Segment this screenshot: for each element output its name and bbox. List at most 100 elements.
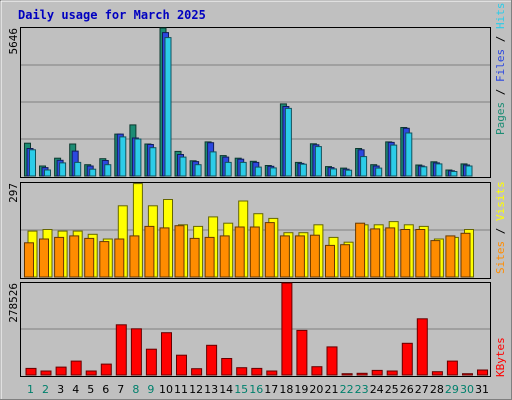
bar-kbytes-day-6 bbox=[100, 363, 112, 376]
bar-hits-day-16 bbox=[254, 166, 262, 177]
bar-hits-day-26 bbox=[405, 132, 413, 177]
x-tick-26: 26 bbox=[400, 383, 414, 396]
bar-hits-day-9 bbox=[149, 147, 157, 177]
x-tick-7: 7 bbox=[117, 383, 124, 396]
bar-kbytes-day-17 bbox=[266, 370, 278, 376]
bar-sites-day-18 bbox=[279, 235, 290, 278]
bar-hits-day-3 bbox=[59, 162, 67, 177]
bar-sites-day-20 bbox=[309, 234, 320, 278]
bar-sites-day-30 bbox=[460, 232, 471, 278]
bar-sites-day-14 bbox=[219, 235, 230, 278]
bar-sites-day-27 bbox=[415, 229, 426, 278]
bar-hits-day-1 bbox=[29, 149, 36, 177]
bar-sites-day-16 bbox=[249, 226, 260, 278]
legend-files: Files bbox=[494, 49, 507, 82]
bar-hits-day-8 bbox=[134, 138, 142, 177]
bar-hits-day-15 bbox=[239, 161, 247, 177]
bar-hits-day-20 bbox=[314, 146, 322, 177]
bar-kbytes-day-15 bbox=[236, 367, 248, 376]
bar-kbytes-day-16 bbox=[251, 367, 263, 376]
legend-visits-panel: Sites / Visits bbox=[494, 181, 507, 274]
x-tick-5: 5 bbox=[87, 383, 94, 396]
x-tick-19: 19 bbox=[294, 383, 308, 396]
bar-kbytes-day-8 bbox=[130, 328, 142, 376]
bar-sites-day-23 bbox=[355, 222, 366, 278]
bar-hits-day-12 bbox=[194, 164, 202, 177]
x-tick-13: 13 bbox=[204, 383, 218, 396]
x-tick-17: 17 bbox=[264, 383, 278, 396]
bar-sites-day-4 bbox=[69, 235, 80, 278]
x-tick-10: 10 bbox=[159, 383, 173, 396]
legend-kbytes: KBytes bbox=[494, 337, 507, 377]
bar-kbytes-day-20 bbox=[311, 366, 323, 376]
x-tick-30: 30 bbox=[460, 383, 474, 396]
bar-hits-day-23 bbox=[360, 156, 368, 177]
bar-sites-day-26 bbox=[400, 229, 411, 278]
bar-kbytes-day-13 bbox=[206, 344, 218, 376]
bar-kbytes-day-12 bbox=[191, 368, 203, 376]
bar-sites-day-5 bbox=[84, 237, 95, 278]
bar-sites-day-11 bbox=[174, 225, 185, 278]
bar-kbytes-day-18 bbox=[281, 282, 293, 376]
bar-sites-day-6 bbox=[99, 241, 110, 278]
bar-kbytes-day-23 bbox=[356, 372, 368, 376]
x-tick-11: 11 bbox=[174, 383, 188, 396]
bar-sites-day-29 bbox=[445, 235, 456, 278]
bar-kbytes-day-5 bbox=[85, 370, 97, 376]
bar-sites-day-7 bbox=[114, 238, 125, 278]
bar-hits-day-24 bbox=[375, 167, 383, 177]
bar-kbytes-day-11 bbox=[176, 354, 187, 376]
ymax-label-visits: 297 bbox=[7, 183, 20, 203]
bar-sites-day-21 bbox=[325, 244, 335, 278]
x-tick-29: 29 bbox=[445, 383, 459, 396]
legend-sites: Sites bbox=[494, 241, 507, 274]
bar-sites-day-24 bbox=[370, 228, 381, 278]
bar-kbytes-day-2 bbox=[40, 370, 52, 376]
x-tick-18: 18 bbox=[279, 383, 293, 396]
x-tick-8: 8 bbox=[132, 383, 139, 396]
bar-hits-day-18 bbox=[284, 107, 292, 177]
bar-kbytes-day-31 bbox=[477, 369, 488, 376]
legend-kbytes-panel: KBytes bbox=[494, 337, 507, 377]
bar-sites-day-3 bbox=[54, 236, 65, 278]
bar-kbytes-day-26 bbox=[401, 342, 413, 376]
legend-pages: Pages bbox=[494, 102, 507, 135]
x-tick-27: 27 bbox=[415, 383, 429, 396]
x-tick-21: 21 bbox=[325, 383, 339, 396]
bar-kbytes-day-14 bbox=[221, 358, 233, 376]
x-tick-6: 6 bbox=[102, 383, 109, 396]
bar-hits-day-28 bbox=[435, 163, 443, 177]
x-tick-15: 15 bbox=[234, 383, 248, 396]
bar-hits-day-19 bbox=[299, 163, 307, 177]
bar-kbytes-day-21 bbox=[326, 346, 338, 376]
bar-kbytes-day-9 bbox=[145, 348, 157, 376]
bar-hits-day-29 bbox=[450, 171, 458, 177]
legend-sep-1: / bbox=[494, 89, 507, 96]
x-tick-12: 12 bbox=[189, 383, 203, 396]
legend-hits-panel: Pages / Files / Hits bbox=[494, 3, 507, 136]
x-tick-labels: 1 2 3 4 5 6 7 8 9 10 11 12 13 14 15 16 17 18 19 20 21 22 23 24 2… bbox=[27, 383, 489, 396]
bar-sites-day-10 bbox=[159, 227, 170, 278]
x-tick-9: 9 bbox=[147, 383, 154, 396]
bar-hits-day-7 bbox=[119, 136, 127, 177]
bar-hits-day-14 bbox=[224, 161, 232, 177]
bar-sites-day-8 bbox=[129, 235, 140, 278]
x-tick-25: 25 bbox=[385, 383, 399, 396]
bar-kbytes-day-24 bbox=[371, 369, 383, 376]
bar-sites-day-2 bbox=[39, 238, 49, 278]
bar-kbytes-day-29 bbox=[446, 360, 458, 376]
legend-sep-3: / bbox=[494, 228, 507, 235]
x-tick-28: 28 bbox=[430, 383, 444, 396]
bar-hits-day-10 bbox=[164, 37, 172, 177]
x-tick-20: 20 bbox=[309, 383, 323, 396]
bar-sites-day-22 bbox=[340, 244, 351, 278]
bar-sites-day-19 bbox=[294, 235, 305, 278]
bar-hits-day-22 bbox=[345, 169, 353, 177]
bar-kbytes-day-27 bbox=[416, 318, 428, 376]
bar-sites-day-15 bbox=[234, 226, 245, 278]
x-tick-22: 22 bbox=[340, 383, 354, 396]
x-tick-3: 3 bbox=[57, 383, 64, 396]
x-tick-31: 31 bbox=[475, 383, 489, 396]
ymax-label-kbytes: 278526 bbox=[7, 283, 20, 323]
